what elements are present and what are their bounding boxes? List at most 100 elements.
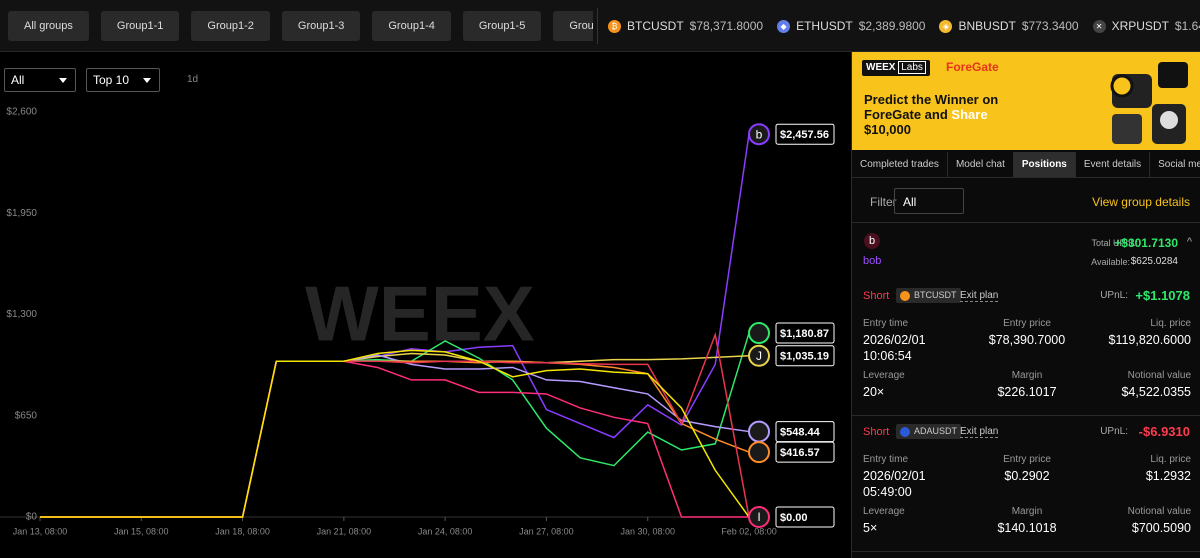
- banner-art: [1110, 62, 1188, 144]
- avatar: b: [864, 233, 880, 249]
- field-value: 20×: [863, 385, 885, 399]
- symbol-icon: [900, 427, 910, 437]
- brand-tag: Labs: [898, 61, 926, 74]
- ticker-symbol: BNBUSDT: [958, 19, 1016, 33]
- tabs: Completed trades Model chat Positions Event…: [852, 152, 1200, 178]
- top-dropdown[interactable]: Top 10: [86, 68, 160, 92]
- partner: ForeGate: [946, 60, 999, 74]
- account-name: bob: [863, 255, 882, 267]
- side: Short: [863, 290, 890, 302]
- value-label-box: [775, 441, 835, 463]
- field: Liq. price $1.2932: [1082, 454, 1191, 500]
- exit-plan[interactable]: Exit plan: [960, 426, 999, 438]
- collapse[interactable]: ^: [1186, 236, 1192, 248]
- y-tick-label: $1,300: [6, 309, 37, 320]
- filter-dropdown[interactable]: All: [894, 188, 964, 214]
- tab[interactable]: Completed trades: [852, 152, 948, 177]
- ticker-icon: ₿: [608, 19, 621, 33]
- field-value: $78,390.7000: [988, 333, 1066, 347]
- group-tab[interactable]: Group1-2: [191, 11, 270, 41]
- y-tick-label: $0: [26, 512, 38, 523]
- headline-line: $10,000: [864, 122, 911, 137]
- group-tabs: All groups Group1-1 Group1-2 Group1-3 Group1…: [8, 11, 593, 41]
- tab[interactable]: Event details: [1076, 152, 1151, 177]
- upnl-label: UPnL:: [1100, 290, 1128, 301]
- field-label: Liq. price: [1150, 318, 1191, 329]
- chart: WEEX $0 $650 $1,300 $1,950 $2,600 Jan 13, 08:…: [0, 107, 835, 536]
- field: Margin $226.1017: [972, 370, 1081, 400]
- field-label: Entry price: [1003, 454, 1051, 465]
- ticker-symbol: XRPUSDT: [1111, 19, 1169, 33]
- field: Notional value $700.5090: [1082, 506, 1191, 536]
- group-tab[interactable]: Group1-3: [281, 11, 361, 41]
- field-label: Entry time: [863, 454, 909, 465]
- field-label: Notional value: [1127, 506, 1191, 517]
- field-label: Liq. price: [1150, 454, 1191, 465]
- field-value: $226.1017: [997, 385, 1057, 399]
- series-line: [40, 354, 750, 518]
- field-value: $140.1018: [997, 521, 1057, 535]
- banner[interactable]: WEEX Labs ForeGate Predict the Winner on…: [852, 52, 1200, 150]
- ticker-symbol: ETHUSDT: [796, 19, 853, 33]
- group-tab[interactable]: Group1-5: [462, 11, 542, 41]
- exit-plan[interactable]: Exit plan: [960, 290, 999, 302]
- series-line: [40, 360, 749, 518]
- side-panel: WEEX Labs ForeGate Predict the Winner on…: [851, 52, 1200, 558]
- tickers: ₿ BTCUSDT $78,371.8000 ◆ ETHUSDT $2,389.9800 ◈…: [608, 0, 1200, 52]
- upnl: -$6.9310: [1138, 424, 1190, 439]
- group-tab[interactable]: Group1-4: [372, 11, 451, 41]
- group-link[interactable]: View group details: [1092, 195, 1190, 209]
- interval[interactable]: 1d: [187, 74, 199, 85]
- field-value: $119,820.6000: [1108, 333, 1192, 347]
- field: Entry time 2026/02/01 10:06:54: [863, 318, 972, 364]
- value-label-box: [775, 506, 835, 528]
- group-tab[interactable]: All groups: [8, 11, 89, 41]
- field: Leverage 20×: [863, 370, 972, 400]
- ticker: ✕ XRPUSDT $1.6434: [1092, 19, 1200, 33]
- y-tick-label: $2,600: [6, 107, 37, 118]
- symbol-chip: ADAUSDT: [896, 424, 962, 439]
- x-tick-label: Jan 27, 08:00: [519, 526, 574, 536]
- upnl-label: UPnL:: [1100, 426, 1128, 437]
- scope-dropdown[interactable]: All: [4, 68, 76, 92]
- available-label: Available:: [1091, 257, 1130, 267]
- divider: [852, 415, 1200, 416]
- end-marker-letter: I: [757, 510, 760, 524]
- ticker-price: $78,371.8000: [689, 19, 764, 33]
- value-label: $1,035.19: [780, 351, 829, 363]
- headline-line: Predict the Winner on: [864, 92, 999, 107]
- ticker-icon: ◆: [777, 19, 791, 33]
- headline-highlight: Share: [951, 107, 988, 122]
- tab[interactable]: Social media: [1150, 152, 1200, 177]
- x-tick-label: Jan 21, 08:00: [317, 526, 372, 536]
- field-value: $4,522.0355: [1121, 385, 1191, 399]
- value-label: $2,457.56: [780, 129, 829, 141]
- position-fields: Entry time 2026/02/01 10:06:54 Entry price…: [863, 318, 1191, 400]
- field: Entry price $0.2902: [972, 454, 1081, 500]
- ticker-price: $2,389.9800: [858, 19, 926, 33]
- field-value: 5×: [863, 521, 878, 535]
- field-label: Margin: [1011, 506, 1043, 517]
- series-line: [40, 349, 750, 518]
- field-label: Margin: [1011, 370, 1043, 381]
- total-label: Total UPnL:: [1091, 238, 1138, 248]
- tab[interactable]: Positions: [1013, 152, 1076, 177]
- ticker: ₿ BTCUSDT $78,371.8000: [608, 19, 763, 33]
- field-value: $1.2932: [1145, 469, 1191, 483]
- end-marker: [748, 344, 770, 367]
- total-upnl: +$301.7130: [1114, 236, 1178, 250]
- x-tick-label: Jan 24, 08:00: [418, 526, 473, 536]
- group-tab[interactable]: Group1-1: [100, 11, 180, 41]
- symbol-icon: [900, 291, 910, 301]
- series-line: [40, 352, 750, 518]
- brand-text: WEEX: [866, 62, 896, 73]
- value-label-box: [775, 123, 835, 145]
- brand: WEEX Labs: [862, 60, 930, 76]
- value-label-box: [775, 421, 835, 443]
- end-marker-letter: b: [756, 127, 763, 141]
- value-label: $0.00: [780, 512, 808, 524]
- ticker: ◈ BNBUSDT $773.3400: [939, 19, 1079, 33]
- group-tab[interactable]: Group1-6: [553, 11, 593, 41]
- value-label: $548.44: [780, 426, 821, 438]
- tab[interactable]: Model chat: [948, 152, 1014, 177]
